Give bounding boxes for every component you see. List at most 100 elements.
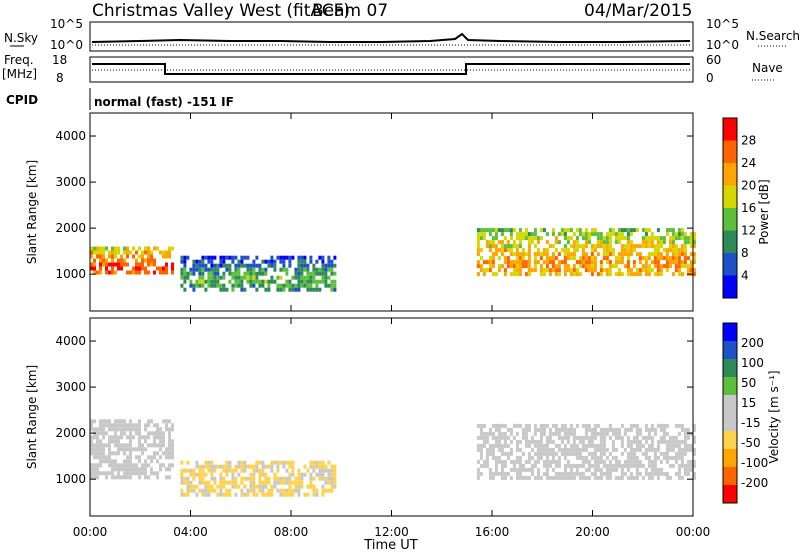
echo-cell — [635, 435, 639, 440]
echo-cell — [557, 455, 561, 460]
echo-cell — [677, 463, 681, 468]
echo-cell — [165, 423, 168, 428]
echo-cell — [333, 255, 337, 260]
echo-cell — [515, 272, 519, 277]
echo-cell — [183, 279, 187, 284]
echo-cell — [503, 272, 507, 277]
echo-cell — [138, 262, 141, 267]
echo-cell — [554, 459, 558, 464]
echo-cell — [677, 439, 681, 444]
echo-cell — [123, 447, 126, 452]
echo-cell — [671, 232, 675, 237]
echo-cell — [135, 270, 138, 275]
echo-cell — [252, 476, 256, 481]
echo-cell — [162, 431, 165, 436]
echo-cell — [180, 267, 184, 272]
echo-cell — [518, 439, 522, 444]
echo-cell — [581, 264, 585, 269]
echo-cell — [324, 263, 328, 268]
echo-cell — [168, 447, 171, 452]
echo-cell — [623, 228, 627, 233]
echo-cell — [629, 240, 633, 245]
echo-cell — [656, 447, 660, 452]
echo-cell — [671, 248, 675, 253]
echo-cell — [512, 459, 516, 464]
echo-cell — [686, 471, 690, 476]
echo-cell — [213, 480, 217, 485]
echo-cell — [650, 459, 654, 464]
echo-cell — [551, 447, 555, 452]
echo-cell — [491, 431, 495, 436]
echo-cell — [683, 248, 687, 253]
echo-cell — [626, 272, 630, 277]
echo-cell — [590, 443, 594, 448]
echo-cell — [246, 476, 250, 481]
echo-cell — [650, 443, 654, 448]
echo-cell — [626, 475, 630, 480]
noise-right-label: N.Search — [746, 29, 800, 43]
y-tick-label: 2000 — [55, 221, 86, 235]
echo-cell — [542, 427, 546, 432]
echo-cell — [560, 232, 564, 237]
echo-cell — [608, 471, 612, 476]
echo-cell — [614, 240, 618, 245]
echo-cell — [297, 472, 301, 477]
echo-cell — [671, 447, 675, 452]
echo-cell — [620, 256, 624, 261]
echo-cell — [545, 248, 549, 253]
echo-cell — [105, 471, 108, 476]
echo-cell — [309, 464, 313, 469]
echo-cell — [542, 423, 546, 428]
echo-cell — [488, 471, 492, 476]
echo-cell — [147, 443, 150, 448]
echo-cell — [635, 244, 639, 249]
echo-cell — [90, 475, 93, 480]
echo-cell — [494, 248, 498, 253]
echo-cell — [237, 259, 241, 264]
echo-cell — [662, 248, 666, 253]
echo-cell — [686, 264, 690, 269]
echo-cell — [602, 447, 606, 452]
echo-cell — [527, 232, 531, 237]
echo-cell — [689, 431, 693, 436]
echo-cell — [488, 228, 492, 233]
echo-cell — [309, 460, 313, 465]
echo-cell — [252, 464, 256, 469]
echo-cell — [482, 260, 486, 265]
echo-cell — [680, 447, 684, 452]
echo-cell — [599, 232, 603, 237]
echo-cell — [282, 488, 286, 493]
echo-cell — [539, 236, 543, 241]
echo-cell — [491, 423, 495, 428]
echo-cell — [584, 475, 588, 480]
echo-cell — [506, 240, 510, 245]
echo-cell — [611, 252, 615, 257]
echo-cell — [243, 492, 247, 497]
echo-cell — [491, 256, 495, 261]
echo-cell — [512, 252, 516, 257]
echo-cell — [156, 471, 159, 476]
echo-cell — [602, 443, 606, 448]
echo-cell — [497, 455, 501, 460]
echo-cell — [689, 264, 693, 269]
echo-cell — [138, 254, 141, 259]
echo-cell — [141, 258, 144, 263]
echo-cell — [315, 259, 319, 264]
echo-cell — [527, 451, 531, 456]
echo-cell — [677, 232, 681, 237]
echo-cell — [683, 467, 687, 472]
echo-cell — [677, 252, 681, 257]
echo-cell — [551, 228, 555, 233]
echo-cell — [479, 431, 483, 436]
echo-cell — [677, 423, 681, 428]
cpid-mode-text: normal (fast) -151 IF — [94, 95, 234, 109]
echo-cell — [117, 451, 120, 456]
echo-cell — [635, 459, 639, 464]
echo-cell — [668, 264, 672, 269]
echo-cell — [198, 263, 202, 268]
echo-cell — [563, 423, 567, 428]
echo-cell — [500, 459, 504, 464]
echo-cell — [476, 459, 480, 464]
echo-cell — [485, 240, 489, 245]
echo-cell — [566, 463, 570, 468]
